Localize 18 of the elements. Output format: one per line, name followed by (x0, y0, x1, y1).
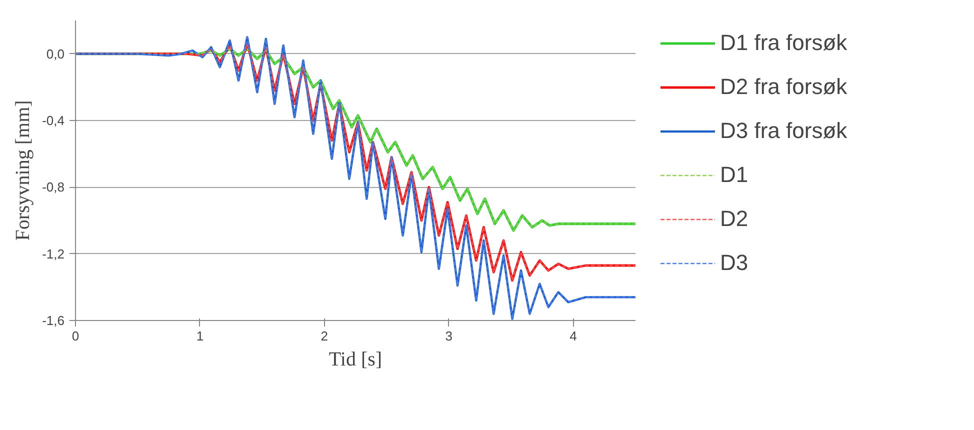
legend-label: D3 (720, 250, 748, 276)
y-tick-label: -0,8 (42, 180, 65, 195)
legend-label: D2 fra forsøk (720, 74, 848, 100)
y-tick-label: -1,6 (42, 313, 65, 328)
legend-label: D1 fra forsøk (720, 30, 848, 56)
y-tick-label: 0,0 (46, 46, 65, 62)
legend-label: D1 (720, 162, 748, 188)
y-tick-label: -0,4 (42, 113, 65, 128)
x-tick-label: 0 (72, 328, 80, 344)
y-axis-title: Forsyvning [mm] (12, 100, 34, 241)
x-tick-label: 1 (196, 328, 204, 344)
legend-label: D2 (720, 206, 748, 232)
x-tick-label: 3 (445, 328, 452, 344)
legend-label: D3 fra forsøk (720, 118, 848, 144)
x-tick-label: 4 (570, 328, 577, 344)
x-axis-title: Tid [s] (328, 348, 382, 370)
y-tick-label: -1,2 (42, 246, 65, 262)
x-tick-label: 2 (320, 328, 328, 344)
